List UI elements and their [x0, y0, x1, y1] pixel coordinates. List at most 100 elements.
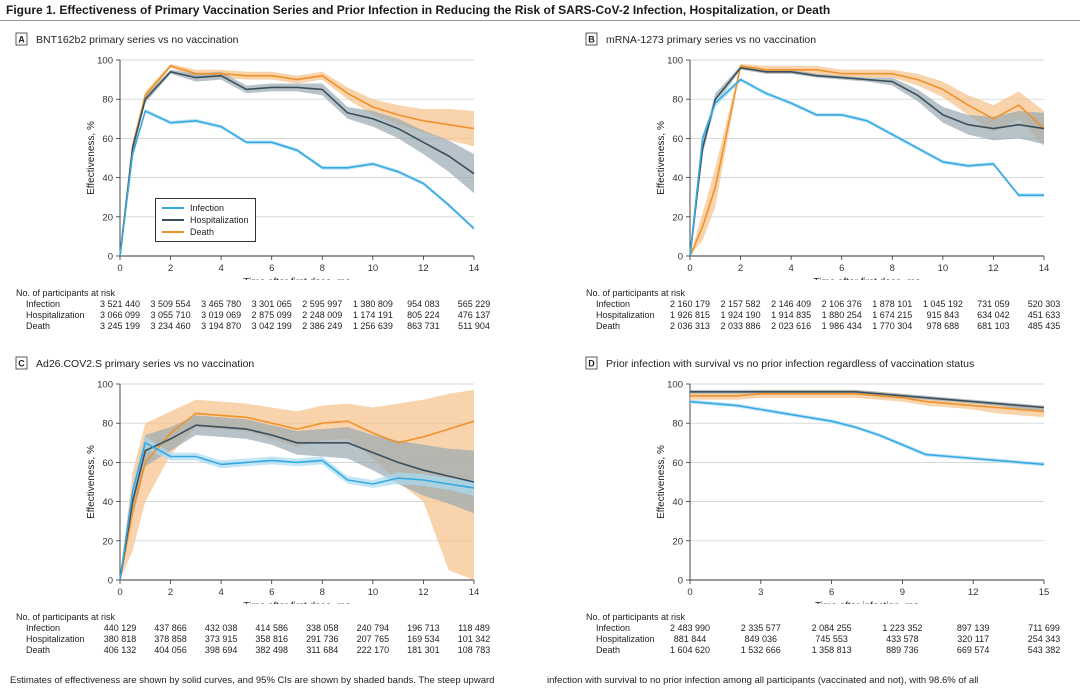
- risk-value: 432 038: [204, 623, 238, 633]
- panel-title: mRNA-1273 primary series vs no vaccinati…: [606, 34, 816, 46]
- risk-value: 520 303: [1027, 299, 1061, 309]
- risk-row-label: Hospitalization: [26, 634, 85, 644]
- chart-svg: C Ad26.COV2.S primary series vs no vaccin…: [15, 356, 479, 604]
- panel-letter-box: [15, 32, 28, 46]
- x-tick-label: 12: [418, 263, 429, 274]
- series-line-death: [690, 392, 1045, 413]
- panel-title: Ad26.COV2.S primary series vs no vaccina…: [36, 358, 254, 370]
- risk-value: 382 498: [255, 645, 288, 655]
- legend-label: Death: [190, 227, 215, 237]
- risk-value: 2 335 577: [740, 623, 781, 633]
- panel-letter: C: [18, 359, 25, 369]
- risk-value: 2 595 997: [302, 299, 343, 309]
- risk-value: 805 224: [407, 310, 440, 320]
- risk-value: 398 694: [204, 645, 238, 655]
- x-tick-label: 15: [1039, 587, 1050, 598]
- x-tick-label: 12: [968, 587, 979, 598]
- risk-value: 2 483 990: [669, 623, 711, 633]
- risk-value: 485 435: [1027, 321, 1061, 331]
- risk-table: No. of participants at risk Infection 2 16…: [580, 288, 1080, 336]
- panel-letter-box: [585, 32, 598, 46]
- y-tick-label: 40: [102, 497, 113, 508]
- risk-value: 196 713: [407, 623, 440, 633]
- x-tick-label: 6: [829, 587, 834, 598]
- risk-value: 378 858: [154, 634, 187, 644]
- y-axis-label: Effectiveness, %: [86, 121, 97, 195]
- risk-value: 3 066 099: [99, 310, 141, 320]
- y-tick-label: 40: [672, 497, 683, 508]
- risk-value: 320 117: [957, 634, 990, 644]
- x-tick-label: 6: [839, 263, 844, 274]
- risk-value: 915 843: [926, 310, 960, 320]
- risk-value: 451 633: [1027, 310, 1061, 320]
- chart-svg: D Prior infection with survival vs no pri…: [585, 356, 1050, 604]
- panel-letter-box: [15, 356, 28, 370]
- risk-value: 3 521 440: [99, 299, 141, 309]
- chart-svg: A BNT162b2 primary series vs no vaccinati…: [15, 32, 479, 280]
- risk-row-label: Infection: [26, 623, 61, 633]
- risk-value: 511 904: [458, 321, 490, 331]
- risk-row-label: Death: [596, 321, 621, 331]
- x-tick-label: 8: [890, 263, 895, 274]
- figure-title: Figure 1. Effectiveness of Primary Vacci…: [6, 3, 831, 17]
- risk-value: 108 783: [457, 645, 491, 655]
- risk-value: 414 586: [255, 623, 288, 633]
- risk-value: 2 106 376: [821, 299, 862, 309]
- risk-table: No. of participants at risk Infection 2 48…: [580, 612, 1080, 660]
- x-tick-label: 10: [938, 263, 949, 274]
- panel-c: C Ad26.COV2.S primary series vs no vaccin…: [10, 354, 540, 674]
- risk-value: 3 055 710: [150, 310, 191, 320]
- y-tick-label: 80: [102, 419, 113, 430]
- risk-row-label: Hospitalization: [26, 310, 85, 320]
- risk-value: 669 574: [956, 645, 990, 655]
- x-tick-label: 2: [168, 587, 173, 598]
- ci-band-infection: [690, 399, 1044, 467]
- risk-value: 897 139: [956, 623, 990, 633]
- y-tick-label: 100: [667, 380, 683, 391]
- risk-value: 101 342: [457, 634, 491, 644]
- x-tick-label: 14: [1039, 263, 1050, 274]
- risk-value: 169 534: [407, 634, 440, 644]
- risk-row-label: Infection: [26, 299, 61, 309]
- y-tick-label: 80: [672, 419, 683, 430]
- title-rule: [0, 20, 1080, 21]
- y-tick-label: 0: [108, 576, 113, 587]
- x-tick-label: 0: [687, 263, 692, 274]
- risk-value: 1 924 190: [720, 310, 761, 320]
- legend-swatch: [162, 231, 184, 233]
- x-axis-label: Time after first dose, mo: [243, 277, 351, 280]
- x-tick-label: 0: [117, 587, 122, 598]
- risk-value: 1 880 254: [821, 310, 862, 320]
- risk-value: 543 382: [1027, 645, 1061, 655]
- footer-text-right: infection with survival to no prior infe…: [547, 675, 979, 686]
- panel-letter: D: [588, 359, 595, 369]
- x-tick-label: 12: [418, 587, 429, 598]
- x-tick-label: 10: [368, 263, 379, 274]
- x-tick-label: 4: [788, 263, 793, 274]
- risk-table: No. of participants at risk Infection 3 52…: [10, 288, 540, 336]
- risk-value: 2 248 009: [302, 310, 343, 320]
- risk-value: 745 553: [815, 634, 848, 644]
- y-tick-label: 40: [102, 173, 113, 184]
- ci-band-hospitalization: [120, 415, 474, 580]
- risk-value: 2 084 255: [811, 623, 852, 633]
- x-axis-label: Time after first dose, mo: [813, 277, 921, 280]
- risk-value: 863 731: [407, 321, 440, 331]
- y-tick-label: 0: [678, 252, 683, 263]
- risk-value: 849 036: [744, 634, 778, 644]
- risk-value: 731 059: [977, 299, 1010, 309]
- risk-value: 3 465 780: [201, 299, 242, 309]
- y-tick-label: 60: [102, 458, 113, 469]
- risk-value: 440 129: [103, 623, 137, 633]
- y-tick-label: 20: [672, 212, 683, 223]
- x-tick-label: 8: [320, 587, 325, 598]
- ci-band-hospitalization: [690, 65, 1044, 257]
- y-tick-label: 100: [97, 380, 113, 391]
- ci-band-death: [120, 63, 474, 257]
- risk-value: 2 160 179: [669, 299, 711, 309]
- risk-value: 634 042: [977, 310, 1010, 320]
- legend-item-hospitalization: Hospitalization: [162, 214, 249, 226]
- series-line-hospitalization: [689, 66, 1045, 257]
